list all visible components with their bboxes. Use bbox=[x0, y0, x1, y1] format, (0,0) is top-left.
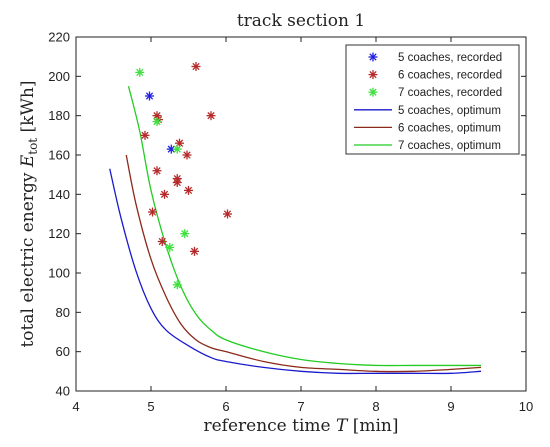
y-axis-label-symbol: E bbox=[18, 154, 38, 168]
x-tick-label: 9 bbox=[447, 399, 454, 414]
data-point-6-coaches-recorded bbox=[184, 185, 193, 195]
x-tick-label: 10 bbox=[519, 399, 533, 414]
y-tick-label: 120 bbox=[48, 226, 70, 241]
data-point-6-coaches-recorded bbox=[190, 246, 199, 256]
series-line-5-coaches-optimum bbox=[109, 168, 482, 375]
legend-label: 5 coaches, recorded bbox=[398, 52, 502, 64]
data-point-6-coaches-recorded bbox=[148, 207, 157, 217]
data-point-6-coaches-recorded bbox=[182, 150, 192, 160]
y-tick-label: 160 bbox=[48, 148, 70, 163]
y-tick-label: 40 bbox=[56, 384, 70, 399]
data-point-6-coaches-recorded bbox=[140, 130, 150, 140]
series-line-7-coaches-optimum bbox=[127, 86, 481, 367]
legend-label: 7 coaches, recorded bbox=[398, 87, 502, 99]
chart-title: track section 1 bbox=[237, 11, 365, 31]
x-axis-label-symbol: T bbox=[336, 416, 349, 436]
x-tick-label: 5 bbox=[147, 399, 154, 414]
data-point-6-coaches-recorded bbox=[172, 178, 182, 188]
x-tick-label: 8 bbox=[372, 399, 379, 414]
y-axis-label: total electric energy Etot [kWh] bbox=[18, 80, 40, 347]
legend-label: 6 coaches, recorded bbox=[398, 70, 502, 82]
legend-marker-5-coaches-recorded bbox=[368, 52, 378, 62]
data-point-7-coaches-recorded bbox=[180, 229, 190, 239]
data-point-6-coaches-recorded bbox=[157, 237, 167, 247]
lines-layer bbox=[109, 86, 482, 375]
y-tick-label: 200 bbox=[48, 69, 70, 84]
x-axis: 4 5 6 7 8 9 10 bbox=[72, 37, 533, 414]
data-point-5-coaches-recorded bbox=[145, 91, 154, 101]
y-tick-label: 180 bbox=[48, 108, 70, 123]
legend-box bbox=[345, 44, 520, 155]
data-point-7-coaches-recorded bbox=[172, 280, 182, 290]
y-axis: 40 60 80 100 120 140 160 180 200 220 bbox=[48, 30, 526, 399]
data-point-7-coaches-recorded bbox=[172, 144, 182, 154]
legend-marker-7-coaches-recorded bbox=[368, 87, 378, 97]
data-point-7-coaches-recorded bbox=[165, 242, 175, 252]
y-axis-label-unit: [kWh] bbox=[18, 80, 38, 137]
data-point-7-coaches-recorded bbox=[135, 67, 145, 77]
points-layer bbox=[135, 62, 232, 290]
legend-label: 7 coaches, optimum bbox=[398, 140, 501, 152]
y-tick-label: 100 bbox=[48, 266, 70, 281]
legend-items: 5 coaches, recorded 6 coaches, recorded 7 … bbox=[354, 52, 502, 152]
y-tick-label: 220 bbox=[48, 30, 70, 45]
x-tick-label: 7 bbox=[297, 399, 304, 414]
legend-label: 6 coaches, optimum bbox=[398, 122, 501, 134]
data-point-6-coaches-recorded bbox=[223, 209, 232, 219]
y-tick-label: 80 bbox=[56, 305, 70, 320]
legend-marker-6-coaches-recorded bbox=[368, 70, 378, 80]
x-axis-label-main: reference time bbox=[203, 416, 336, 436]
legend-label: 5 coaches, optimum bbox=[398, 105, 501, 117]
data-point-6-coaches-recorded bbox=[206, 111, 216, 121]
data-point-7-coaches-recorded bbox=[152, 117, 162, 127]
y-axis-label-sub: tot bbox=[26, 138, 40, 155]
series-line-6-coaches-optimum bbox=[125, 154, 482, 373]
x-axis-label-unit: [min] bbox=[347, 416, 398, 436]
data-point-6-coaches-recorded bbox=[160, 189, 169, 199]
y-axis-label-main: total electric energy bbox=[18, 167, 38, 347]
y-tick-label: 60 bbox=[56, 344, 70, 359]
plot-clip-group bbox=[109, 62, 482, 375]
x-tick-label: 4 bbox=[72, 399, 79, 414]
data-point-6-coaches-recorded bbox=[191, 62, 201, 71]
legend: 5 coaches, recorded 6 coaches, recorded 7 … bbox=[345, 44, 520, 155]
data-point-6-coaches-recorded bbox=[152, 166, 162, 176]
x-tick-label: 6 bbox=[222, 399, 229, 414]
y-tick-label: 140 bbox=[48, 187, 70, 202]
x-axis-label: reference time T [min] bbox=[203, 416, 398, 436]
